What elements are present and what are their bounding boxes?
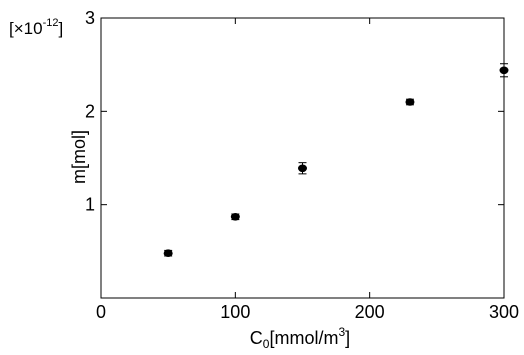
- plot-border: [100, 17, 505, 299]
- y-multiplier-prefix: [×10: [9, 19, 43, 38]
- data-point: [499, 66, 509, 75]
- data-point: [298, 164, 307, 173]
- y-multiplier-suffix: ]: [58, 19, 63, 38]
- x-label-unit-suffix: ]: [345, 328, 350, 348]
- x-tick-label: 200: [355, 302, 385, 322]
- x-axis-ticks: 0 100 200 300: [96, 18, 519, 322]
- data-point: [163, 249, 173, 257]
- y-tick-label: 1: [85, 195, 95, 215]
- y-tick-label: 2: [85, 101, 95, 121]
- y-axis-label: m[mol]: [69, 130, 89, 184]
- x-label-subscript: 0: [263, 337, 270, 351]
- data-point: [405, 98, 415, 106]
- x-axis-label: C0[mmol/m3]: [250, 325, 350, 351]
- y-axis-ticks: 1 2 3: [85, 8, 504, 215]
- x-label-unit-power: 3: [338, 325, 345, 339]
- data-points: [163, 63, 509, 257]
- y-tick-label: 3: [85, 8, 95, 28]
- plot-frame: [100, 17, 505, 299]
- x-tick-label: 100: [220, 302, 250, 322]
- x-tick-label: 0: [96, 302, 106, 322]
- x-label-unit-prefix: [mmol/m: [269, 328, 338, 348]
- x-tick-label: 300: [489, 302, 519, 322]
- y-axis-multiplier: [×10-12]: [9, 17, 63, 38]
- x-label-main: C: [250, 328, 263, 348]
- y-multiplier-power: -12: [43, 17, 59, 29]
- data-point: [230, 213, 240, 221]
